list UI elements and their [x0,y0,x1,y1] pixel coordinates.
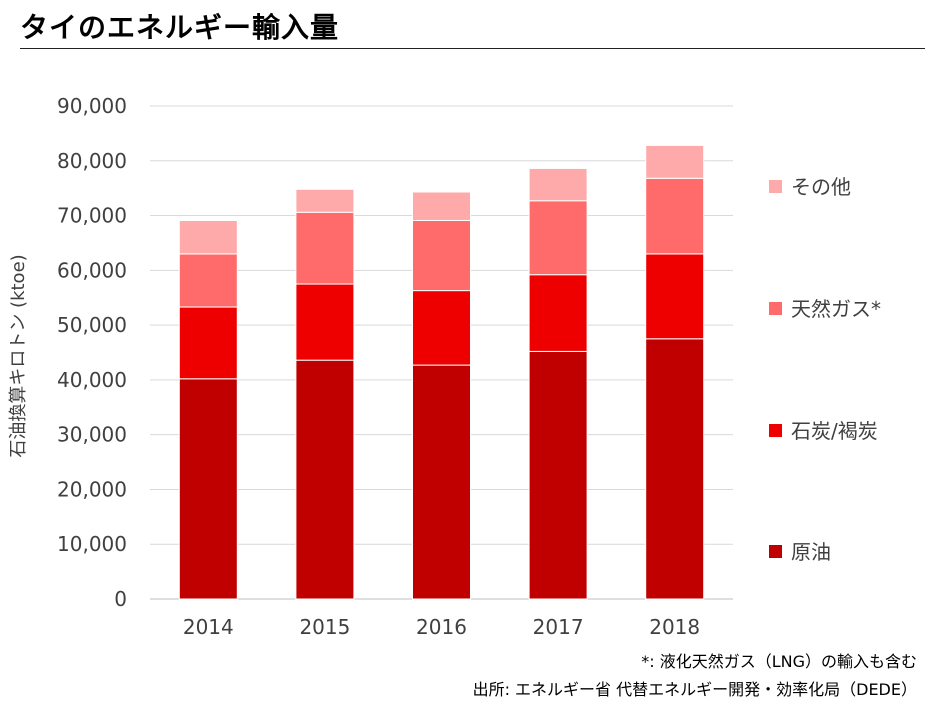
legend-label: 原油 [791,540,831,564]
bar-segment [645,177,705,255]
bar-segment [295,359,355,600]
bar-segment [645,144,705,179]
bar-segment [178,253,238,308]
bar-segment [412,290,471,366]
bar-segment [178,219,238,255]
title-divider [20,48,925,49]
x-tick-label: 2016 [416,615,467,639]
legend-label: その他 [791,175,851,199]
bar-segment [528,350,588,600]
x-tick-label: 2018 [649,615,700,639]
y-tick-label: 0 [114,587,127,611]
y-tick-label: 60,000 [57,258,127,282]
y-tick-label: 40,000 [57,368,127,392]
bar-segment [528,167,588,202]
x-tick-label: 2014 [183,615,234,639]
page-title: タイのエネルギー輸入量 [20,11,340,44]
legend-swatch [769,302,782,315]
bar-segment [645,253,705,340]
legend-swatch [769,424,782,437]
y-tick-label: 10,000 [57,532,127,556]
bar-segment [178,378,238,600]
y-tick-label: 20,000 [57,477,127,501]
x-tick-label: 2017 [533,615,584,639]
legend-label: 石炭/褐炭 [791,419,878,443]
legend-label: 天然ガス* [791,297,881,321]
bar-segment [295,188,355,213]
bar-segment [412,364,471,600]
x-axis-ticks: 2014 2015 2016 2017 2018 [183,615,700,639]
bar-segment [645,338,705,600]
legend-swatch [769,545,782,558]
bar-segment [295,211,355,285]
bar-segment [412,191,471,221]
y-axis-ticks: 0 10,000 20,000 30,000 40,000 50,000 60,000 70,… [57,94,127,611]
y-axis-title: 石油換算キロトン (ktoe) [8,254,29,457]
y-tick-label: 30,000 [57,423,127,447]
bar-segment [178,306,238,380]
bar-segment [528,274,588,352]
footnote-lng: *: 液化天然ガス（LNG）の輸入も含む [641,652,917,671]
bar-segment [295,283,355,361]
legend-swatch [769,180,782,193]
source-citation: 出所: エネルギー省 代替エネルギー開発・効率化局（DEDE） [472,680,917,699]
x-tick-label: 2015 [299,615,350,639]
bars [178,144,705,600]
y-tick-label: 50,000 [57,313,127,337]
y-tick-label: 70,000 [57,204,127,228]
bar-segment [528,200,588,276]
y-tick-label: 90,000 [57,94,127,118]
y-tick-label: 80,000 [57,149,127,173]
bar-segment [412,219,471,292]
